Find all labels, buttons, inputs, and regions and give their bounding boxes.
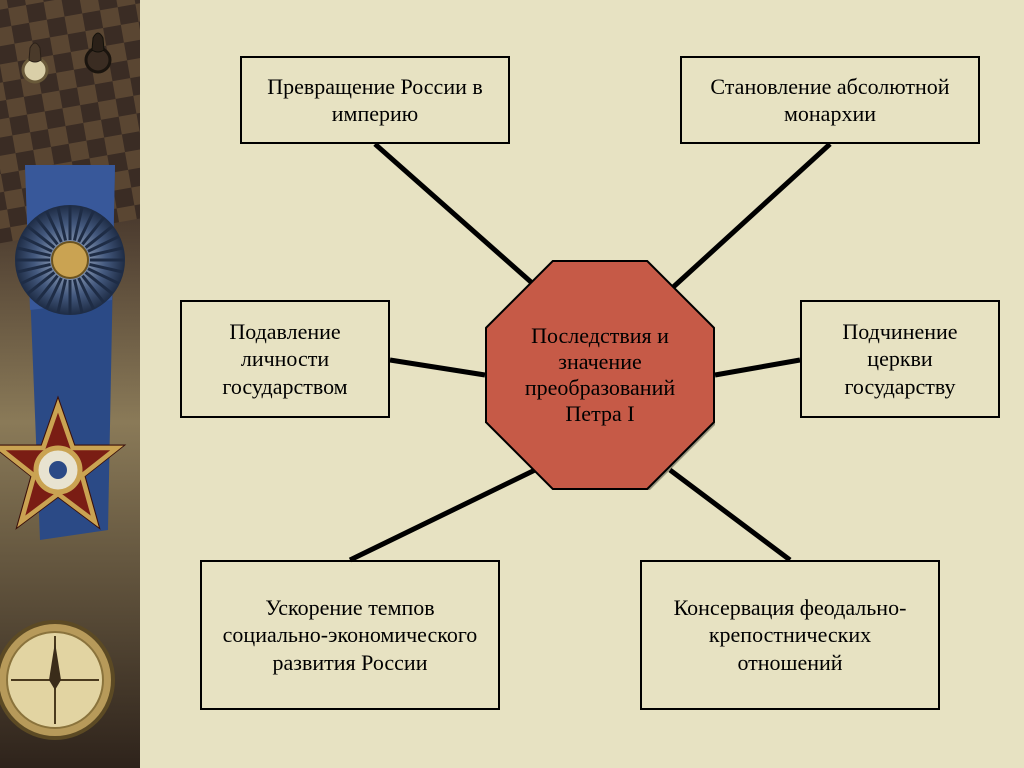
node-feudal: Консервация феодально-крепостнических от… [640, 560, 940, 710]
node-label: Подавление личности государством [196, 318, 374, 401]
decorative-sidebar [0, 0, 140, 768]
diagram-area: Последствия и значение преобразований Пе… [140, 0, 1024, 768]
node-empire: Превращение России в империю [240, 56, 510, 144]
node-label: Ускорение темпов социально-экономическог… [216, 594, 484, 677]
node-economy: Ускорение темпов социально-экономическог… [200, 560, 500, 710]
node-label: Превращение России в империю [256, 73, 494, 128]
node-label: Консервация феодально-крепостнических от… [656, 594, 924, 677]
center-node-label: Последствия и значение преобразований Пе… [487, 262, 713, 488]
node-label: Подчинение церкви государству [816, 318, 984, 401]
node-label: Становление абсолютной монархии [696, 73, 964, 128]
node-personality: Подавление личности государством [180, 300, 390, 418]
node-monarchy: Становление абсолютной монархии [680, 56, 980, 144]
center-node: Последствия и значение преобразований Пе… [485, 260, 715, 490]
sidebar-illustration [0, 0, 140, 768]
node-church: Подчинение церкви государству [800, 300, 1000, 418]
